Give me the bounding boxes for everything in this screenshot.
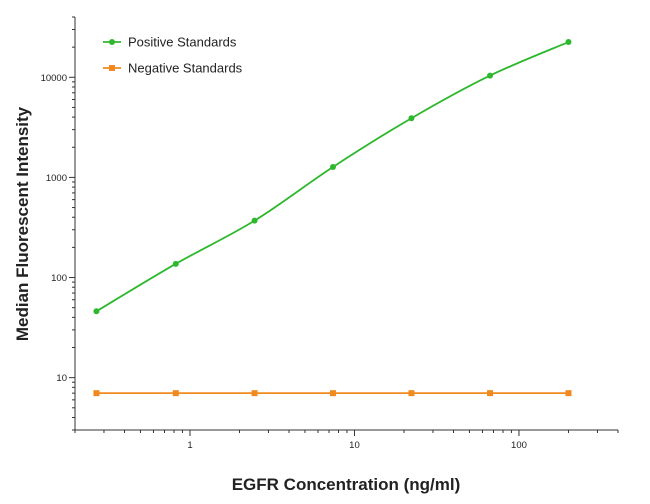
y-tick-label: 10000 [41, 73, 67, 84]
series-line [95, 41, 569, 313]
legend-marker [109, 39, 115, 45]
legend-marker [109, 65, 115, 71]
data-point-marker [329, 164, 336, 171]
y-tick-label: 100 [51, 273, 67, 284]
y-tick-label: 10 [56, 373, 67, 384]
x-tick-label: 100 [511, 440, 527, 451]
y-tick-label: 1000 [46, 173, 67, 184]
data-point-marker [93, 308, 100, 315]
data-point-marker [487, 72, 494, 79]
data-point-marker [408, 115, 415, 122]
data-point-marker [93, 390, 100, 397]
data-point-marker [565, 39, 572, 46]
data-point-marker [251, 217, 258, 224]
data-point-marker [172, 260, 179, 267]
x-axis-ticks: 1 10 100 [74, 430, 619, 451]
legend: Positive Standards Negative Standards [103, 35, 243, 76]
data-point-marker [172, 390, 179, 397]
x-tick-label: 1 [187, 440, 192, 451]
data-point-marker [408, 390, 415, 397]
y-axis-ticks: 10 100 1000 10000 [41, 16, 75, 431]
x-axis-title: EGFR Concentration (ng/ml) [232, 475, 461, 494]
data-point-marker [487, 390, 494, 397]
plot-area: 10 100 1000 10000 1 10 100 [41, 16, 619, 451]
legend-label: Positive Standards [128, 35, 237, 50]
data-point-marker [329, 390, 336, 397]
data-point-marker [251, 390, 258, 397]
series-layer [93, 39, 572, 397]
legend-label: Negative Standards [128, 61, 243, 76]
data-point-marker [565, 390, 572, 397]
x-tick-label: 10 [349, 440, 360, 451]
y-axis-title: Median Fluorescent Intensity [13, 106, 32, 341]
